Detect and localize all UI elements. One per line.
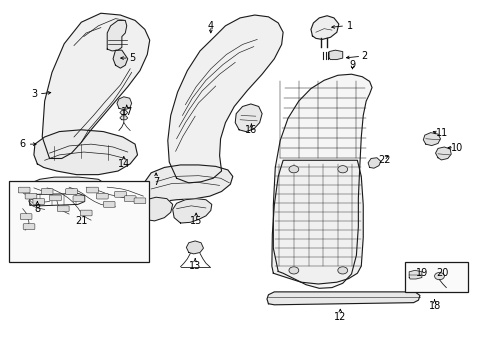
- Ellipse shape: [49, 185, 55, 191]
- FancyBboxPatch shape: [18, 187, 30, 193]
- FancyBboxPatch shape: [49, 195, 61, 201]
- Polygon shape: [113, 50, 128, 68]
- FancyBboxPatch shape: [80, 210, 92, 216]
- Polygon shape: [409, 270, 422, 279]
- Circle shape: [435, 273, 444, 280]
- Circle shape: [338, 267, 347, 274]
- Text: 14: 14: [118, 159, 130, 169]
- FancyBboxPatch shape: [73, 196, 85, 202]
- Polygon shape: [117, 97, 132, 110]
- Ellipse shape: [30, 197, 35, 202]
- FancyBboxPatch shape: [124, 196, 136, 202]
- Text: 6: 6: [20, 139, 26, 149]
- Text: 19: 19: [416, 268, 428, 278]
- FancyBboxPatch shape: [20, 214, 32, 220]
- Polygon shape: [186, 241, 203, 254]
- Bar: [9, 181, 149, 262]
- Polygon shape: [368, 158, 381, 168]
- Text: 8: 8: [34, 204, 40, 214]
- Polygon shape: [235, 104, 262, 132]
- Text: 11: 11: [436, 129, 448, 138]
- Polygon shape: [29, 194, 85, 206]
- Circle shape: [338, 166, 347, 173]
- Text: 12: 12: [334, 312, 346, 322]
- Polygon shape: [34, 130, 138, 175]
- Text: 3: 3: [31, 89, 37, 99]
- Polygon shape: [267, 292, 420, 305]
- FancyBboxPatch shape: [97, 193, 108, 199]
- Polygon shape: [168, 15, 283, 183]
- FancyBboxPatch shape: [33, 199, 45, 204]
- Polygon shape: [120, 116, 128, 120]
- FancyBboxPatch shape: [66, 189, 77, 194]
- Text: 7: 7: [153, 177, 159, 187]
- FancyBboxPatch shape: [134, 198, 146, 204]
- FancyBboxPatch shape: [115, 192, 126, 197]
- Text: 20: 20: [436, 268, 448, 278]
- Polygon shape: [120, 111, 128, 114]
- Polygon shape: [329, 50, 343, 59]
- Ellipse shape: [38, 185, 44, 191]
- Polygon shape: [273, 74, 372, 288]
- Text: 5: 5: [129, 53, 136, 63]
- Polygon shape: [311, 16, 339, 40]
- FancyBboxPatch shape: [23, 224, 35, 229]
- Polygon shape: [42, 13, 150, 158]
- Polygon shape: [30, 177, 106, 200]
- Circle shape: [289, 166, 299, 173]
- Text: 18: 18: [428, 301, 441, 311]
- Polygon shape: [436, 147, 451, 160]
- FancyBboxPatch shape: [57, 206, 69, 212]
- FancyBboxPatch shape: [87, 187, 98, 193]
- Text: 9: 9: [349, 60, 356, 70]
- Bar: [405, 262, 468, 292]
- Polygon shape: [423, 133, 441, 145]
- Text: 16: 16: [245, 125, 257, 135]
- Text: 15: 15: [190, 216, 202, 226]
- Polygon shape: [172, 199, 212, 223]
- Text: 4: 4: [208, 21, 214, 31]
- Polygon shape: [272, 160, 363, 284]
- Text: 10: 10: [451, 143, 464, 153]
- Polygon shape: [145, 165, 233, 202]
- FancyBboxPatch shape: [103, 202, 115, 207]
- Text: 2: 2: [362, 51, 368, 61]
- Circle shape: [289, 267, 299, 274]
- FancyBboxPatch shape: [25, 193, 37, 199]
- Text: 17: 17: [121, 107, 133, 117]
- Text: 13: 13: [189, 261, 201, 271]
- Polygon shape: [140, 197, 172, 221]
- Text: 1: 1: [347, 21, 353, 31]
- FancyBboxPatch shape: [41, 189, 53, 194]
- Polygon shape: [107, 21, 127, 51]
- Text: 21: 21: [75, 216, 88, 226]
- Text: 22: 22: [378, 155, 391, 165]
